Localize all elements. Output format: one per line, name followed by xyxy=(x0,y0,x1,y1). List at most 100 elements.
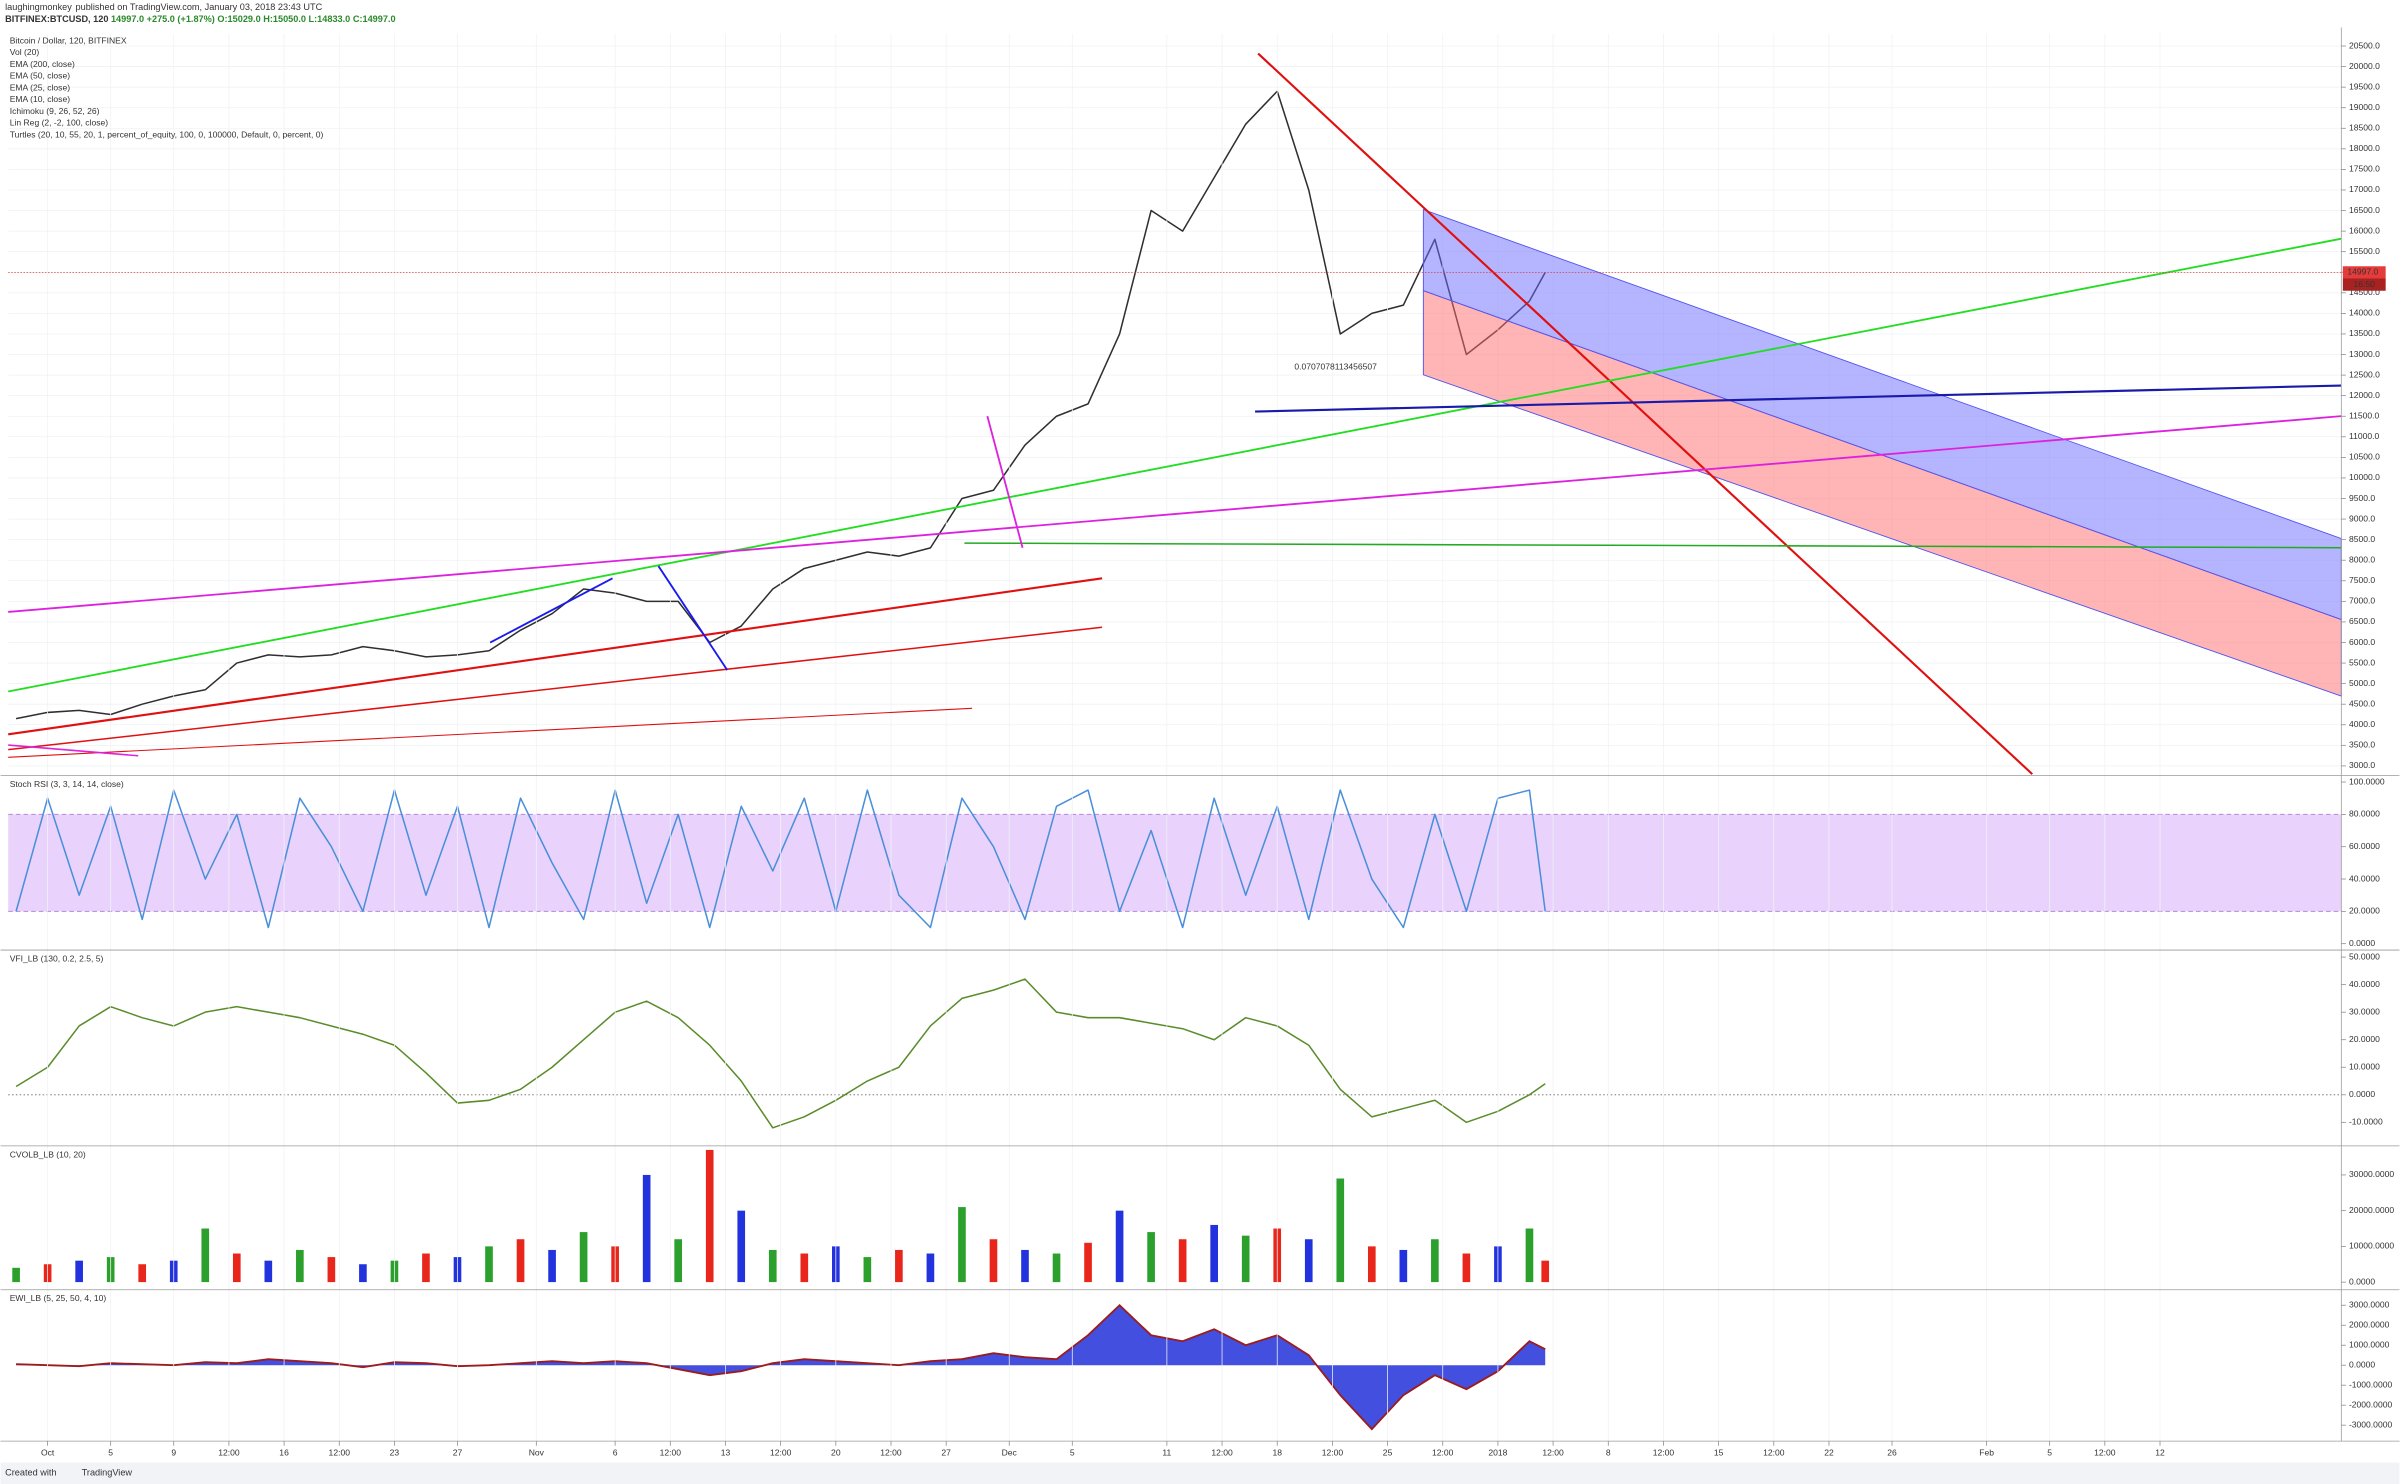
x-tick-label: 12:00 xyxy=(2094,1448,2116,1458)
y-tick-label: 100.0000 xyxy=(2349,776,2385,786)
indicator-label: EMA (25, close) xyxy=(10,82,70,92)
x-tick-label: 27 xyxy=(941,1448,951,1458)
bar xyxy=(1431,1239,1439,1283)
y-tick-label: 17000.0 xyxy=(2349,184,2380,194)
x-tick-label: 5 xyxy=(1070,1448,1075,1458)
bar xyxy=(296,1249,304,1283)
x-tick-label: 20 xyxy=(831,1448,841,1458)
y-tick-label: 14500.0 xyxy=(2349,287,2380,297)
bar xyxy=(327,1257,336,1283)
y-tick-label: 0.0000 xyxy=(2349,938,2375,948)
last-price-box xyxy=(2342,266,2386,279)
panel-title: CVOLB_LB (10, 20) xyxy=(10,1149,86,1159)
x-tick-label: 13 xyxy=(721,1448,731,1458)
bar xyxy=(1021,1249,1029,1283)
footer-bar xyxy=(0,1462,2400,1484)
trendline xyxy=(489,577,613,644)
y-tick-label: 1000.0000 xyxy=(2349,1339,2390,1349)
y-tick-label: 12000.0 xyxy=(2349,390,2380,400)
y-tick-label: 10.0000 xyxy=(2349,1062,2380,1072)
y-tick-label: 13500.0 xyxy=(2349,328,2380,338)
x-tick-label: 23 xyxy=(390,1448,400,1458)
bar xyxy=(1525,1228,1534,1283)
y-tick-label: 4500.0 xyxy=(2349,698,2375,708)
y-tick-label: 18000.0 xyxy=(2349,143,2380,153)
y-tick-label: -1000.0000 xyxy=(2349,1379,2392,1389)
y-tick-label: 18500.0 xyxy=(2349,123,2380,133)
y-tick-label: 7500.0 xyxy=(2349,575,2375,585)
bar xyxy=(926,1253,935,1283)
x-tick-label: 5 xyxy=(108,1448,113,1458)
trendline xyxy=(8,415,2342,613)
trendline xyxy=(964,542,2342,549)
series-line xyxy=(15,978,1546,1129)
indicator-label: Turtles (20, 10, 55, 20, 1, percent_of_e… xyxy=(10,130,324,140)
x-tick-label: 12:00 xyxy=(1763,1448,1785,1458)
bar xyxy=(232,1253,241,1283)
indicator-label: EMA (200, close) xyxy=(10,59,75,69)
footer-brand[interactable]: TradingView xyxy=(82,1468,133,1478)
y-tick-label: -10.0000 xyxy=(2349,1117,2383,1127)
bar xyxy=(642,1174,651,1283)
bar xyxy=(1367,1246,1376,1283)
y-tick-label: 11500.0 xyxy=(2349,410,2380,420)
low: L:14833.0 xyxy=(309,14,351,24)
y-tick-label: 9000.0 xyxy=(2349,513,2375,523)
y-tick-label: 20000.0 xyxy=(2349,61,2380,71)
panel-title: EWI_LB (5, 25, 50, 4, 10) xyxy=(10,1293,107,1303)
y-tick-label: 5500.0 xyxy=(2349,657,2375,667)
bar xyxy=(989,1239,998,1283)
bar xyxy=(1210,1224,1218,1283)
y-tick-label: 9500.0 xyxy=(2349,493,2375,503)
y-tick-label: 10500.0 xyxy=(2349,452,2380,462)
y-tick-label: 6500.0 xyxy=(2349,616,2375,626)
y-tick-label: 16000.0 xyxy=(2349,225,2380,235)
x-tick-label: 12:00 xyxy=(1653,1448,1675,1458)
y-tick-label: 19000.0 xyxy=(2349,102,2380,112)
y-tick-label: 7000.0 xyxy=(2349,596,2375,606)
last-price: 14997.0 xyxy=(111,14,144,24)
countdown-box xyxy=(2342,278,2386,291)
y-tick-label: 80.0000 xyxy=(2349,809,2380,819)
bar xyxy=(138,1264,147,1283)
bar xyxy=(75,1260,83,1283)
y-tick-label: 8500.0 xyxy=(2349,534,2375,544)
y-tick-label: 6000.0 xyxy=(2349,637,2375,647)
trendline xyxy=(8,744,139,757)
y-tick-label: 3000.0 xyxy=(2349,760,2375,770)
trendline xyxy=(8,626,1103,751)
bar xyxy=(485,1246,493,1283)
bar xyxy=(1241,1235,1250,1283)
panel-title: Bitcoin / Dollar, 120, BITFINEX xyxy=(10,36,127,46)
trendline xyxy=(1255,384,2342,413)
x-tick-label: 15 xyxy=(1714,1448,1724,1458)
bar xyxy=(674,1239,683,1283)
y-tick-label: 10000.0000 xyxy=(2349,1241,2394,1251)
y-tick-label: 60.0000 xyxy=(2349,841,2380,851)
bar xyxy=(800,1253,809,1283)
bar xyxy=(1541,1260,1550,1283)
bar xyxy=(895,1249,903,1283)
bar xyxy=(1147,1232,1155,1283)
y-tick-label: -2000.0000 xyxy=(2349,1399,2392,1409)
y-tick-label: 20500.0 xyxy=(2349,40,2380,50)
indicator-label: EMA (10, close) xyxy=(10,94,70,104)
x-tick-label: 12:00 xyxy=(660,1448,682,1458)
y-tick-label: 3000.0000 xyxy=(2349,1299,2390,1309)
bar xyxy=(12,1267,20,1283)
author: laughingmonkey xyxy=(5,2,72,12)
x-tick-label: 5 xyxy=(2047,1448,2052,1458)
trendline xyxy=(1257,52,2033,775)
y-tick-label: 16500.0 xyxy=(2349,205,2380,215)
bar xyxy=(264,1260,273,1283)
x-tick-label: 26 xyxy=(1887,1448,1897,1458)
indicator-label: Lin Reg (2, -2, 100, close) xyxy=(10,118,108,128)
bar xyxy=(1399,1249,1408,1283)
x-tick-label: Nov xyxy=(529,1448,545,1458)
x-tick-label: 12:00 xyxy=(218,1448,240,1458)
trendline xyxy=(986,415,1024,548)
x-tick-label: 25 xyxy=(1383,1448,1393,1458)
